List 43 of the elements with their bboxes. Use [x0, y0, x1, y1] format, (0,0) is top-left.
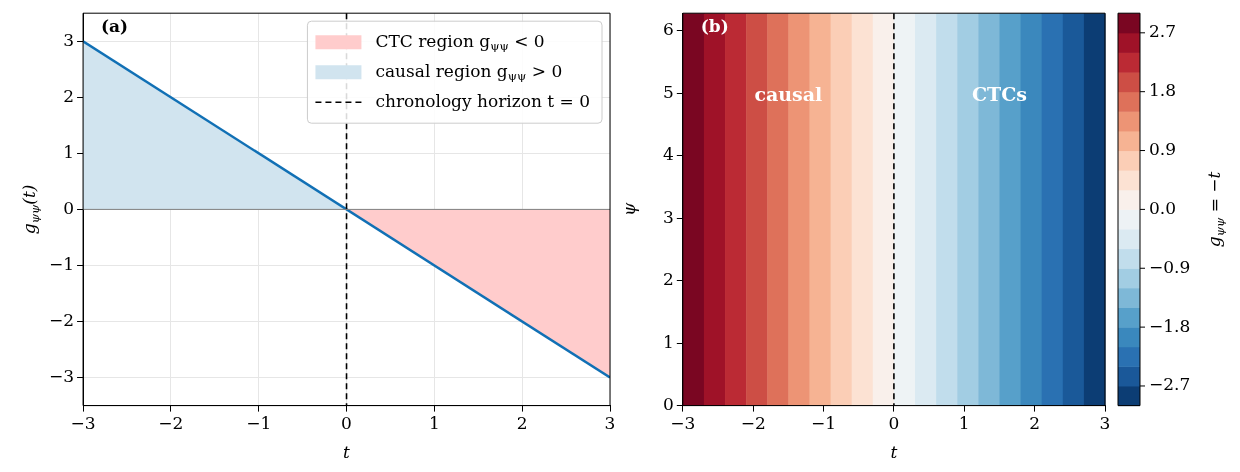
- y-tick-label: −1: [49, 253, 75, 274]
- y-tick-label: 0: [662, 394, 674, 415]
- x-tick-label: −1: [246, 413, 272, 434]
- color-bar-label: 1.8: [1149, 80, 1177, 101]
- y-tick-label: 3: [662, 206, 674, 227]
- x-tick-label: 0: [341, 413, 352, 434]
- color-bar-label: −2.7: [1149, 374, 1191, 395]
- x-tick-label: −2: [158, 413, 184, 434]
- y-tick-label: 2: [63, 85, 75, 106]
- annotation: causal: [754, 82, 823, 105]
- color-bar-label: 0.9: [1149, 138, 1177, 159]
- y-axis-title: ψ: [619, 202, 640, 217]
- ref-line-label: chronology horizon t = 0: [375, 90, 591, 111]
- annotation: (a): [101, 15, 129, 36]
- annotation: CTCs: [971, 82, 1028, 105]
- color-bar-label: 2.7: [1149, 21, 1177, 42]
- y-tick-label: 4: [662, 144, 674, 165]
- x-tick-label: 3: [1099, 413, 1111, 434]
- x-axis-title: t: [343, 442, 351, 463]
- y-tick-label: −3: [49, 365, 75, 386]
- x-tick-label: 0: [888, 413, 900, 434]
- y-axis-title: gψψ(t): [19, 184, 43, 235]
- color-bar-label: −0.9: [1149, 256, 1191, 277]
- x-tick-label: 2: [1029, 413, 1041, 434]
- x-tick-label: −1: [811, 413, 837, 434]
- y-tick-label: 3: [63, 29, 75, 50]
- y-tick-label: −2: [49, 309, 75, 330]
- y-tick-label: 2: [662, 269, 674, 290]
- y-tick-label: 1: [63, 141, 75, 162]
- x-tick-label: 1: [428, 413, 440, 434]
- y-tick-label: 6: [662, 19, 674, 40]
- x-axis-title: t: [890, 442, 898, 463]
- x-tick-label: 1: [958, 413, 970, 434]
- color-bar-label: −1.8: [1149, 315, 1191, 336]
- annotation: (b): [700, 15, 729, 36]
- y-tick-label: 0: [63, 197, 75, 218]
- y-tick-label: 5: [662, 81, 674, 102]
- x-tick-label: 2: [516, 413, 528, 434]
- color-bar-title: gψψ = −t: [1204, 171, 1228, 248]
- x-tick-label: 3: [604, 413, 616, 434]
- x-tick-label: −2: [740, 413, 766, 434]
- color-bar-label: 0.0: [1149, 197, 1177, 218]
- y-tick-label: 1: [662, 331, 674, 352]
